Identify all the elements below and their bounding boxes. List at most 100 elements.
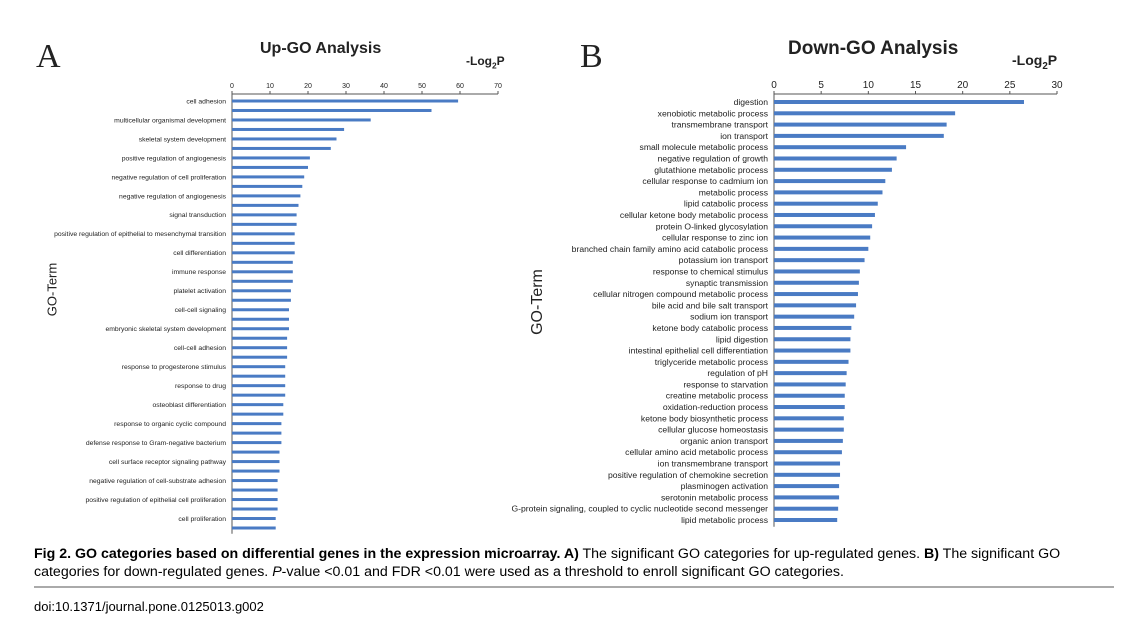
category-label: lipid catabolic process bbox=[684, 199, 768, 209]
bar bbox=[774, 495, 840, 500]
bar bbox=[232, 431, 282, 435]
bar bbox=[232, 498, 278, 502]
category-label: cellular nitrogen compound metabolic pro… bbox=[593, 289, 768, 299]
bar bbox=[232, 137, 337, 141]
bar bbox=[774, 190, 883, 195]
figure-caption: Fig 2. GO categories based on differenti… bbox=[34, 545, 1109, 581]
bar bbox=[232, 393, 286, 397]
bar bbox=[774, 133, 944, 138]
panel-b-axis-label-sub: 2 bbox=[1042, 60, 1048, 72]
caption-b-marker: B) bbox=[923, 546, 939, 562]
bar bbox=[232, 251, 295, 255]
category-label: cell proliferation bbox=[178, 516, 226, 523]
category-label: triglyceride metabolic process bbox=[655, 357, 768, 367]
panel-a-letter: A bbox=[36, 38, 61, 75]
x-tick-label: 10 bbox=[863, 80, 875, 91]
x-tick-label: 20 bbox=[957, 80, 969, 91]
bar bbox=[774, 201, 878, 206]
bar bbox=[232, 156, 310, 160]
category-label: regulation of pH bbox=[707, 368, 768, 378]
bar bbox=[232, 118, 371, 122]
bar bbox=[232, 384, 286, 388]
bar bbox=[774, 314, 855, 319]
category-label: negative regulation of cell-substrate ad… bbox=[89, 478, 226, 485]
bar bbox=[774, 506, 839, 511]
panel-b-axis-label-main: -Log bbox=[1012, 52, 1043, 68]
bar bbox=[232, 403, 284, 407]
category-label: digestion bbox=[734, 97, 769, 107]
bar bbox=[774, 292, 858, 297]
bar bbox=[232, 213, 297, 217]
category-label: positive regulation of chemokine secreti… bbox=[608, 470, 768, 480]
x-tick-label: 10 bbox=[266, 83, 274, 90]
bar bbox=[232, 165, 308, 169]
bar bbox=[232, 507, 278, 511]
bar bbox=[774, 416, 844, 421]
bar bbox=[774, 405, 845, 410]
category-label: immune response bbox=[172, 269, 226, 276]
bar bbox=[774, 235, 871, 240]
category-label: xenobiotic metabolic process bbox=[658, 108, 768, 118]
bar bbox=[232, 526, 276, 530]
bar bbox=[774, 303, 857, 308]
bar bbox=[232, 184, 303, 188]
caption-a-text: The significant GO categories for up-reg… bbox=[578, 546, 924, 562]
category-label: serotonin metabolic process bbox=[661, 492, 768, 502]
bar bbox=[232, 412, 284, 416]
x-tick-label: 70 bbox=[494, 83, 502, 90]
x-tick-label: 20 bbox=[304, 83, 312, 90]
bar bbox=[774, 224, 873, 229]
category-label: response to organic cyclic compound bbox=[114, 421, 226, 428]
bar bbox=[232, 222, 297, 226]
category-label: negative regulation of cell proliferatio… bbox=[112, 174, 227, 181]
x-tick-label: 0 bbox=[230, 83, 234, 90]
panel-b-letter: B bbox=[580, 38, 603, 75]
bar bbox=[774, 269, 860, 274]
category-label: cellular glucose homeostasis bbox=[658, 425, 768, 435]
category-label: positive regulation of angiogenesis bbox=[122, 155, 227, 162]
category-label: ion transport bbox=[720, 131, 768, 141]
category-label: cellular ketone body metabolic process bbox=[620, 210, 768, 220]
category-label: small molecule metabolic process bbox=[640, 142, 768, 152]
bar bbox=[232, 346, 288, 350]
bar bbox=[232, 517, 276, 521]
category-label: negative regulation of growth bbox=[658, 153, 769, 163]
category-label: transmembrane transport bbox=[672, 120, 769, 130]
category-label: skeletal system development bbox=[139, 136, 226, 143]
bar bbox=[774, 472, 841, 477]
bar bbox=[232, 355, 288, 359]
bar bbox=[232, 108, 432, 112]
category-label: response to progesterone stimulus bbox=[122, 364, 227, 371]
bar bbox=[232, 175, 305, 179]
bar bbox=[774, 438, 843, 443]
bar bbox=[232, 241, 295, 245]
caption-divider bbox=[34, 586, 1114, 588]
bar bbox=[232, 469, 280, 473]
bar bbox=[774, 246, 869, 251]
bar bbox=[232, 232, 295, 236]
up-go-chart: 0 10 20 30 40 50 60 70 cell adhesion multicellula… bbox=[54, 83, 502, 534]
category-label: ketone body biosynthetic process bbox=[641, 413, 768, 423]
bar bbox=[232, 289, 291, 293]
category-label: intestinal epithelial cell differentiati… bbox=[629, 346, 769, 356]
bar bbox=[774, 518, 838, 522]
category-label: ketone body catabolic process bbox=[652, 323, 768, 333]
x-tick-label: 0 bbox=[771, 80, 777, 91]
bar bbox=[232, 146, 331, 150]
bar bbox=[774, 393, 845, 398]
panel-a-axis-label-main: -Log bbox=[466, 54, 492, 68]
x-tick-label: 30 bbox=[1051, 80, 1063, 91]
category-label: oxidation-reduction process bbox=[663, 402, 768, 412]
bar bbox=[232, 336, 288, 340]
bar bbox=[774, 371, 847, 376]
category-label: osteoblast differentiation bbox=[152, 402, 226, 409]
category-label: signal transduction bbox=[169, 212, 226, 219]
category-label: protein O-linked glycosylation bbox=[656, 221, 768, 231]
bar bbox=[232, 479, 278, 483]
bar bbox=[232, 422, 282, 426]
category-label: platelet activation bbox=[173, 288, 226, 295]
x-tick-label: 25 bbox=[1004, 80, 1016, 91]
bar bbox=[232, 270, 293, 274]
caption-p-italic: P bbox=[272, 564, 282, 580]
